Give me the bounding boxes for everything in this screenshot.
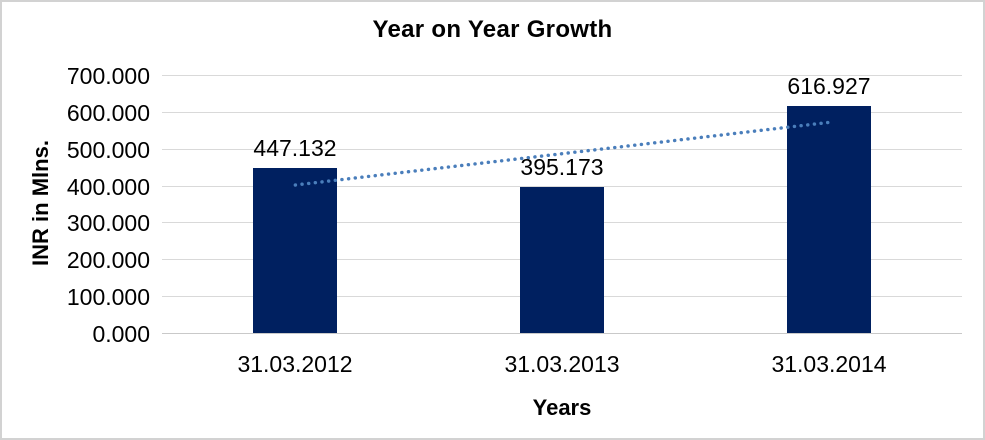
- x-category-label: 31.03.2013: [504, 351, 620, 377]
- y-tick-label: 400.000: [66, 174, 150, 200]
- bar-data-label: 447.132: [253, 135, 337, 161]
- y-gridline: [162, 75, 962, 76]
- y-tick-label: 0.000: [92, 321, 150, 347]
- y-tick-label: 600.000: [66, 100, 150, 126]
- y-tick-label: 300.000: [66, 210, 150, 236]
- bar-data-label: 395.173: [520, 154, 604, 180]
- chart-title: Year on Year Growth: [372, 16, 613, 43]
- y-tick-label: 500.000: [66, 137, 150, 163]
- y-tick-label: 700.000: [66, 63, 150, 89]
- x-axis-title: Years: [532, 395, 592, 420]
- y-tick-label: 100.000: [66, 284, 150, 310]
- y-tick-label: 200.000: [66, 247, 150, 273]
- x-category-label: 31.03.2014: [771, 351, 887, 377]
- bar: [253, 168, 337, 333]
- x-axis-line: [162, 333, 962, 334]
- bar: [787, 106, 871, 333]
- bar-data-label: 616.927: [787, 73, 871, 99]
- y-gridline: [162, 112, 962, 113]
- x-category-label: 31.03.2012: [237, 351, 353, 377]
- bar: [520, 187, 604, 333]
